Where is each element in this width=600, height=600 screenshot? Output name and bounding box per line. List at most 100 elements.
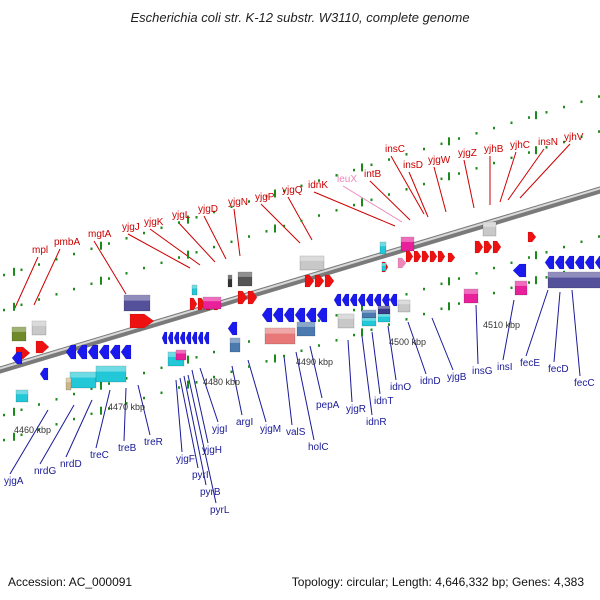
gene-arrow	[65, 344, 77, 360]
gene-label-yjgW: yjgW	[428, 155, 451, 166]
leader-line	[390, 155, 425, 215]
gene-label-yjgQ: yjgQ	[282, 185, 303, 196]
leader-line	[371, 331, 381, 395]
leader-line	[177, 221, 216, 263]
gene-label-insI: insI	[497, 362, 513, 373]
gene-label-yjgD: yjgD	[198, 204, 218, 215]
gene-label-argI: argI	[236, 417, 253, 428]
gene-box	[397, 299, 411, 313]
gene-box-shine	[378, 314, 390, 317]
gene-label-treC: treC	[90, 450, 109, 461]
gene-label-fecD: fecD	[548, 364, 569, 375]
gene-arrow	[554, 255, 565, 270]
gene-label-yjgA: yjgA	[4, 476, 24, 487]
gene-arrow	[185, 331, 192, 345]
gene-arrow	[365, 293, 374, 307]
gene-box	[11, 326, 27, 342]
gene-arrow	[87, 344, 99, 360]
gene-label-pyrB: pyrB	[200, 487, 221, 498]
gene-arrow	[341, 293, 350, 307]
scale-label: 4490 kbp	[296, 357, 333, 367]
gene-label-fecE: fecE	[520, 358, 540, 369]
leader-line	[342, 185, 403, 223]
gene-label-leuX: leuX	[337, 174, 357, 185]
leader-line	[9, 409, 49, 475]
gene-arrow	[405, 250, 414, 263]
leader-line	[369, 180, 411, 221]
gene-label-yjgF: yjgF	[176, 454, 195, 465]
leader-line	[175, 379, 183, 453]
gene-arrow	[574, 255, 585, 270]
gene-box-shine	[362, 310, 376, 313]
gene-box	[202, 296, 222, 310]
gene-arrow	[227, 321, 238, 336]
gene-arrow	[179, 331, 186, 345]
accession-text: Accession: AC_000091	[8, 575, 133, 589]
gene-box	[514, 280, 528, 296]
leader-line	[191, 369, 209, 444]
gene-arrow	[389, 293, 398, 307]
gene-box-shine	[378, 306, 390, 309]
gene-arrow	[349, 293, 358, 307]
gene-label-pyrL: pyrL	[210, 505, 230, 516]
gene-arrow	[381, 293, 390, 307]
gene-box-shine	[176, 350, 186, 354]
gene-label-idnO: idnO	[390, 382, 411, 393]
gene-box	[15, 389, 29, 403]
gene-box	[547, 271, 600, 289]
leader-line	[519, 143, 571, 199]
leader-line	[433, 166, 447, 213]
gene-arrow	[76, 344, 88, 360]
scale-label: 4480 kbp	[203, 377, 240, 387]
gene-box	[31, 320, 47, 336]
gene-arrow	[584, 255, 595, 270]
gene-arrow	[203, 331, 210, 345]
gene-box-shine	[380, 242, 386, 247]
gene-label-nrdG: nrdG	[34, 466, 56, 477]
gene-box	[175, 349, 187, 361]
gene-box	[299, 255, 325, 271]
label-leader-lines	[9, 143, 581, 504]
gene-arrow	[474, 240, 484, 254]
gene-arrow	[189, 297, 198, 311]
gene-box-shine	[32, 321, 46, 326]
scale-labels: 4460 kbp 4470 kbp 4480 kbp 4490 kbp 4500 kbp…	[14, 320, 520, 435]
leader-line	[309, 345, 323, 399]
gene-arrow	[594, 255, 600, 270]
leader-line	[407, 321, 427, 375]
gene-arrow	[11, 351, 23, 365]
gene-box-shine	[338, 314, 354, 319]
gene-arrow	[294, 307, 306, 323]
gene-box-shine	[12, 327, 26, 332]
gene-arrow	[161, 331, 168, 345]
leader-line	[283, 355, 293, 426]
gene-box	[482, 221, 497, 237]
gene-label-pmbA: pmbA	[54, 237, 80, 248]
leader-line	[187, 374, 217, 504]
gene-box	[123, 294, 151, 312]
leader-line	[287, 196, 313, 241]
gene-arrow	[35, 340, 50, 354]
leader-line	[295, 351, 315, 441]
gene-label-yjgJ: yjgJ	[122, 222, 140, 233]
leader-line	[199, 367, 219, 423]
gene-box-shine	[515, 281, 527, 286]
gene-label-treR: treR	[144, 437, 163, 448]
gene-label-idnK: idnK	[308, 180, 328, 191]
scale-label: 4470 kbp	[108, 402, 145, 412]
gene-box	[237, 271, 253, 287]
gene-arrow	[247, 290, 258, 305]
gene-label-yjhC: yjhC	[510, 140, 530, 151]
genome-title: Escherichia coli str. K-12 substr. W3110…	[130, 10, 470, 25]
gene-arrow	[314, 274, 325, 288]
gene-label-yjgN: yjgN	[228, 197, 248, 208]
gene-label-idnR: idnR	[366, 417, 387, 428]
leader-line	[247, 359, 267, 423]
gene-arrow	[421, 250, 430, 263]
leader-line	[231, 365, 243, 416]
gene-box	[337, 313, 355, 329]
gene-label-mgtA: mgtA	[88, 229, 112, 240]
gene-label-yjgP: yjgP	[255, 192, 275, 203]
leader-line	[137, 384, 151, 436]
leader-line	[475, 304, 479, 365]
